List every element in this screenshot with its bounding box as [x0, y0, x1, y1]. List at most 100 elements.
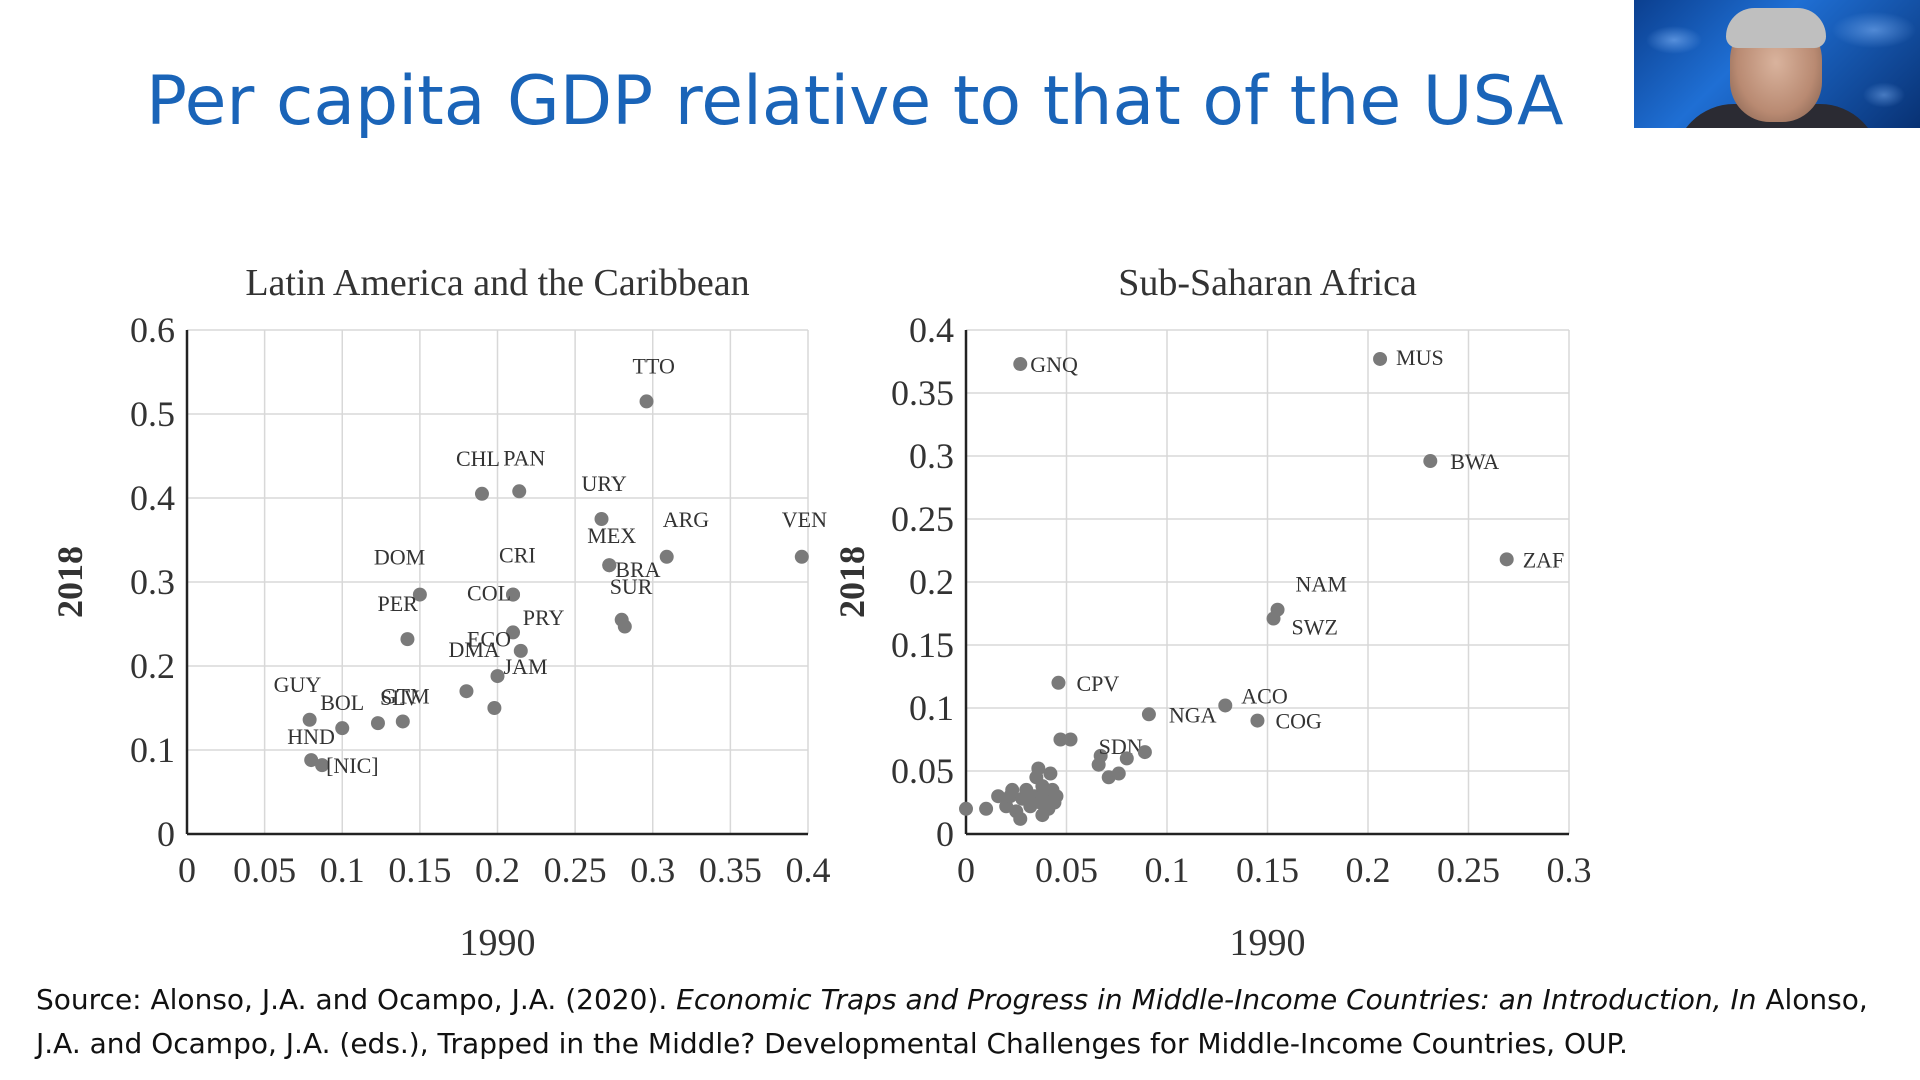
point-label: COL [467, 581, 511, 606]
x-tick-label: 0.3 [1547, 850, 1592, 890]
point-label: GNQ [1030, 352, 1078, 377]
data-point [315, 758, 330, 773]
data-point [1049, 789, 1064, 804]
data-point [1373, 351, 1388, 366]
chart-title: Sub-Saharan Africa [1118, 262, 1417, 304]
x-tick-label: 0.4 [786, 850, 831, 890]
data-point [1423, 454, 1438, 469]
data-point [1053, 732, 1068, 747]
data-point [659, 549, 674, 564]
slide-title: Per capita GDP relative to that of the U… [146, 62, 1564, 141]
data-point [594, 512, 609, 526]
data-point [1051, 675, 1066, 690]
y-tick-label: 0.15 [891, 625, 954, 665]
point-label: CRI [499, 543, 536, 568]
point-label: [NIC] [326, 753, 379, 778]
data-point [617, 619, 632, 634]
x-axis-label: 1990 [460, 922, 536, 964]
webcam-video [1634, 0, 1920, 128]
y-tick-label: 0.3 [130, 562, 175, 602]
data-point [602, 558, 617, 573]
point-label: JAM [504, 654, 548, 679]
point-label: URY [582, 471, 627, 496]
chart-latin-america: 0 0.05 0.1 0.15 0.2 0.25 0.3 0.35 0.4 0 0.1 0.2 0.3 0… [50, 262, 831, 964]
point-label: NAM [1296, 572, 1347, 597]
point-label: ARG [663, 507, 710, 532]
x-tick-label: 0.15 [1236, 850, 1299, 890]
point-label: SLV [380, 685, 420, 710]
x-tick-label: 0.15 [388, 850, 451, 890]
y-axis-label: 2018 [832, 546, 872, 618]
x-tick-label: 0.05 [1035, 850, 1098, 890]
data-point [794, 549, 809, 564]
presenter-hair [1726, 8, 1826, 48]
data-point [490, 669, 505, 684]
data-point [1013, 811, 1028, 826]
data-point [1031, 761, 1046, 776]
point-label: BWA [1450, 449, 1499, 474]
y-tick-label: 0.1 [130, 730, 175, 770]
point-label: BOL [320, 690, 364, 715]
data-point [1111, 766, 1126, 781]
x-tick-label: 0 [957, 850, 975, 890]
data-point [959, 801, 973, 816]
data-point [1266, 611, 1281, 626]
x-axis-label: 1990 [1230, 922, 1306, 964]
point-label: ACO [1241, 683, 1287, 708]
x-tick-label: 0.1 [320, 850, 365, 890]
y-tick-label: 0.2 [130, 646, 175, 686]
y-tick-label: 0 [936, 814, 954, 854]
point-label: CHL [456, 446, 500, 471]
source-citation: Source: Alonso, J.A. and Ocampo, J.A. (2… [36, 978, 1886, 1066]
data-point [1499, 552, 1514, 567]
x-tick-label: 0.2 [1346, 850, 1391, 890]
point-label: GUY [274, 672, 322, 697]
data-point [1035, 808, 1050, 823]
point-label: SDN [1099, 734, 1143, 759]
data-point [1137, 745, 1152, 760]
x-tick-label: 0.1 [1145, 850, 1190, 890]
data-point [1013, 357, 1028, 372]
x-tick-label: 0.05 [233, 850, 296, 890]
data-point [412, 587, 427, 602]
data-point [639, 394, 654, 409]
chart-title: Latin America and the Caribbean [245, 262, 749, 304]
point-label: SUR [610, 574, 653, 599]
point-label: ZAF [1523, 547, 1565, 572]
y-tick-label: 0.4 [909, 310, 954, 350]
point-label: MUS [1396, 345, 1444, 370]
data-point [506, 625, 521, 640]
point-label: VEN [782, 507, 827, 532]
y-axis-label: 2018 [50, 546, 90, 618]
data-point [1218, 698, 1233, 713]
x-tick-label: 0.25 [1437, 850, 1500, 890]
point-label: MEX [587, 523, 636, 548]
x-tick-label: 0.25 [544, 850, 607, 890]
y-tick-label: 0 [157, 814, 175, 854]
data-point [459, 684, 474, 699]
point-label: DMA [448, 637, 499, 662]
data-point [395, 714, 410, 729]
point-label: COG [1275, 709, 1322, 734]
point-label: DOM [374, 545, 425, 570]
data-point [302, 712, 317, 727]
data-point [304, 753, 319, 768]
point-label: PER [377, 591, 418, 616]
data-point [1091, 757, 1106, 772]
x-tick-label: 0.2 [475, 850, 520, 890]
point-label: GTM [381, 683, 430, 708]
data-point [335, 721, 350, 736]
point-label: SWZ [1292, 615, 1338, 640]
chart-sub-saharan-africa: 0 0.05 0.1 0.15 0.2 0.25 0.3 0 0.05 0.1 0.15 0.2 0.2… [832, 262, 1592, 964]
point-label: PAN [503, 445, 545, 470]
data-point [370, 716, 385, 731]
y-tick-label: 0.05 [891, 751, 954, 791]
x-tick-label: 0.3 [630, 850, 675, 890]
data-point [487, 701, 502, 715]
data-point [1250, 713, 1265, 728]
data-point [1063, 732, 1078, 747]
data-point [1043, 766, 1058, 781]
y-tick-label: 0.1 [909, 688, 954, 728]
y-tick-label: 0.25 [891, 499, 954, 539]
